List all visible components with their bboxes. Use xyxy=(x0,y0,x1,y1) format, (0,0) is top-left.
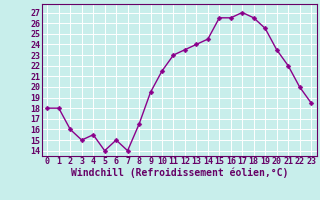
X-axis label: Windchill (Refroidissement éolien,°C): Windchill (Refroidissement éolien,°C) xyxy=(70,168,288,178)
